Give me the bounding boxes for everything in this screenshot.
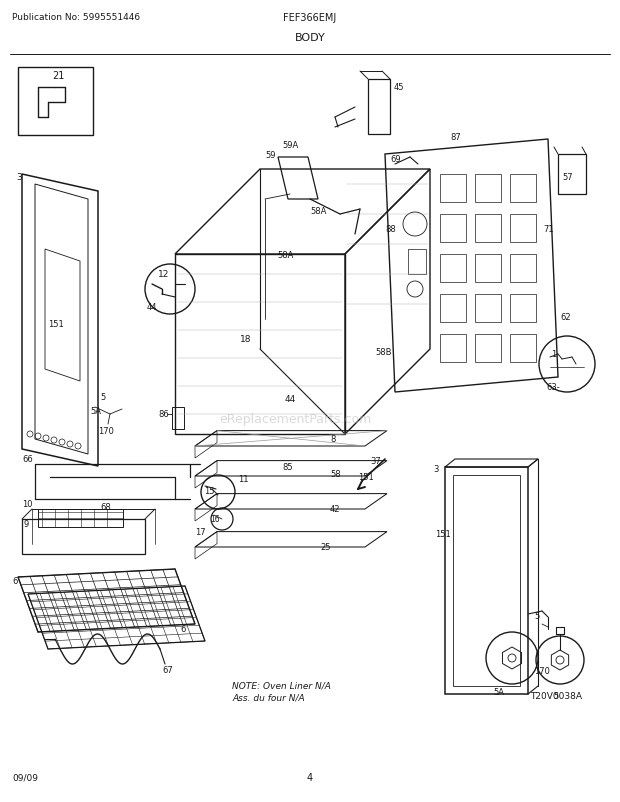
Bar	[475, 334, 501, 363]
Text: 5: 5	[534, 612, 539, 621]
Text: 58A: 58A	[277, 250, 293, 259]
Bar	[510, 294, 536, 322]
Text: 5: 5	[553, 691, 558, 701]
Text: eReplacementParts.com: eReplacementParts.com	[219, 413, 371, 426]
Text: 16: 16	[210, 515, 219, 524]
Text: 8: 8	[330, 435, 335, 444]
Text: 17: 17	[195, 528, 206, 537]
Text: 58: 58	[330, 470, 340, 479]
Text: 59A: 59A	[282, 140, 298, 149]
Text: 151: 151	[358, 473, 374, 482]
Text: 44: 44	[285, 395, 296, 404]
Bar	[558, 155, 586, 195]
Bar	[510, 334, 536, 363]
Bar	[510, 175, 536, 203]
Text: 170: 170	[98, 427, 114, 436]
Bar	[510, 255, 536, 282]
Text: Publication No: 5995551446: Publication No: 5995551446	[12, 14, 140, 22]
Bar	[440, 215, 466, 243]
Text: 44: 44	[147, 303, 157, 312]
Text: FEF366EMJ: FEF366EMJ	[283, 13, 337, 23]
Text: 42: 42	[330, 505, 340, 514]
Text: 62: 62	[560, 313, 570, 322]
Text: 68: 68	[100, 503, 111, 512]
Bar	[440, 255, 466, 282]
Text: 63-: 63-	[546, 383, 560, 392]
Text: 58B: 58B	[375, 348, 391, 357]
Text: 4: 4	[307, 772, 313, 782]
Text: 57: 57	[562, 173, 573, 182]
Text: 170: 170	[534, 666, 550, 675]
Text: 5A: 5A	[90, 407, 101, 416]
Bar	[440, 294, 466, 322]
Text: 85: 85	[282, 463, 293, 472]
Text: 09/09: 09/09	[12, 772, 38, 781]
Text: 86: 86	[158, 410, 169, 419]
Text: Ass. du four N/A: Ass. du four N/A	[232, 693, 304, 702]
Text: 3: 3	[433, 465, 438, 474]
Text: 1: 1	[551, 350, 556, 359]
Text: 6: 6	[12, 577, 17, 585]
Text: 11: 11	[238, 475, 249, 484]
Bar	[440, 175, 466, 203]
Text: 5: 5	[100, 393, 105, 402]
Text: 9: 9	[24, 520, 29, 529]
Bar	[475, 255, 501, 282]
Text: 12: 12	[158, 270, 169, 279]
Bar	[475, 215, 501, 243]
Bar	[18, 68, 93, 136]
Bar	[38, 509, 123, 528]
Text: 18: 18	[240, 335, 252, 344]
Text: 25: 25	[320, 543, 330, 552]
Bar	[172, 407, 184, 429]
Text: 15: 15	[204, 487, 215, 496]
Text: T20V0038A: T20V0038A	[530, 691, 582, 701]
Bar	[408, 249, 426, 274]
Bar	[475, 294, 501, 322]
Text: 69: 69	[390, 156, 401, 164]
Text: 10: 10	[22, 500, 32, 508]
Text: 151: 151	[435, 530, 451, 539]
Text: 21: 21	[52, 71, 64, 81]
Text: 58A: 58A	[310, 207, 326, 217]
Text: 5A: 5A	[493, 687, 504, 697]
Text: 66: 66	[22, 455, 33, 464]
Text: 67: 67	[162, 666, 173, 674]
Bar	[368, 80, 390, 135]
Text: 3: 3	[16, 173, 22, 182]
Bar	[440, 334, 466, 363]
Text: NOTE: Oven Liner N/A: NOTE: Oven Liner N/A	[232, 681, 331, 690]
Text: 87: 87	[450, 133, 461, 142]
Text: 151: 151	[48, 320, 64, 329]
Text: 45: 45	[394, 83, 404, 92]
Text: 59: 59	[265, 150, 275, 160]
Text: 88: 88	[385, 225, 396, 234]
Text: BODY: BODY	[294, 33, 326, 43]
Bar	[453, 476, 520, 687]
Text: 37: 37	[370, 457, 381, 466]
Text: 71: 71	[543, 225, 554, 234]
Bar	[510, 215, 536, 243]
Text: 6: 6	[180, 625, 185, 634]
Bar	[475, 175, 501, 203]
